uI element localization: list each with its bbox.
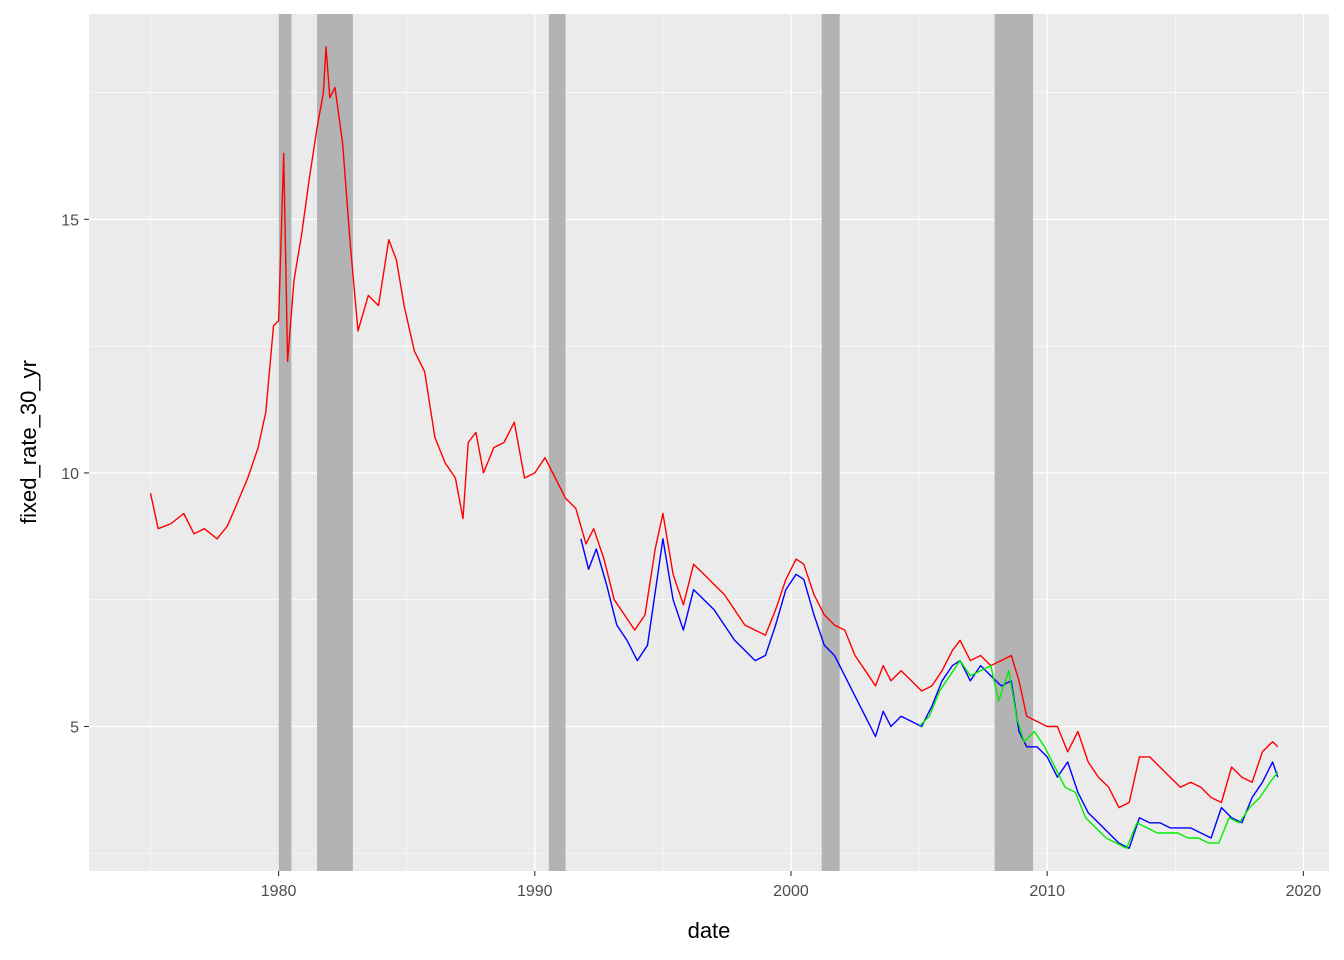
y-tick-label: 10 — [61, 466, 79, 483]
x-tick-label: 2010 — [1029, 883, 1065, 900]
x-axis-title: date — [688, 918, 731, 943]
minor-gridlines — [89, 14, 1329, 871]
y-tick-label: 5 — [70, 719, 79, 736]
recession-band — [994, 14, 1034, 871]
panel-background — [89, 14, 1329, 871]
x-tick-label: 1990 — [517, 883, 553, 900]
x-tick-label: 2020 — [1286, 883, 1322, 900]
series-line-2 — [580, 538, 1279, 849]
y-axis: 5 10 15 — [61, 212, 89, 736]
recession-band — [548, 14, 566, 871]
series-line-1 — [149, 46, 1279, 809]
recession-band — [317, 14, 353, 871]
series-lines — [149, 46, 1279, 849]
x-axis: 1980 1990 2000 2010 2020 — [261, 871, 1321, 900]
x-tick-label: 1980 — [261, 883, 297, 900]
recession-band — [278, 14, 292, 871]
y-tick-label: 15 — [61, 212, 79, 229]
series-line-3 — [918, 659, 1279, 849]
x-tick-label: 2000 — [773, 883, 809, 900]
y-axis-title: fixed_rate_30_yr — [16, 360, 41, 524]
recession-band — [821, 14, 840, 871]
